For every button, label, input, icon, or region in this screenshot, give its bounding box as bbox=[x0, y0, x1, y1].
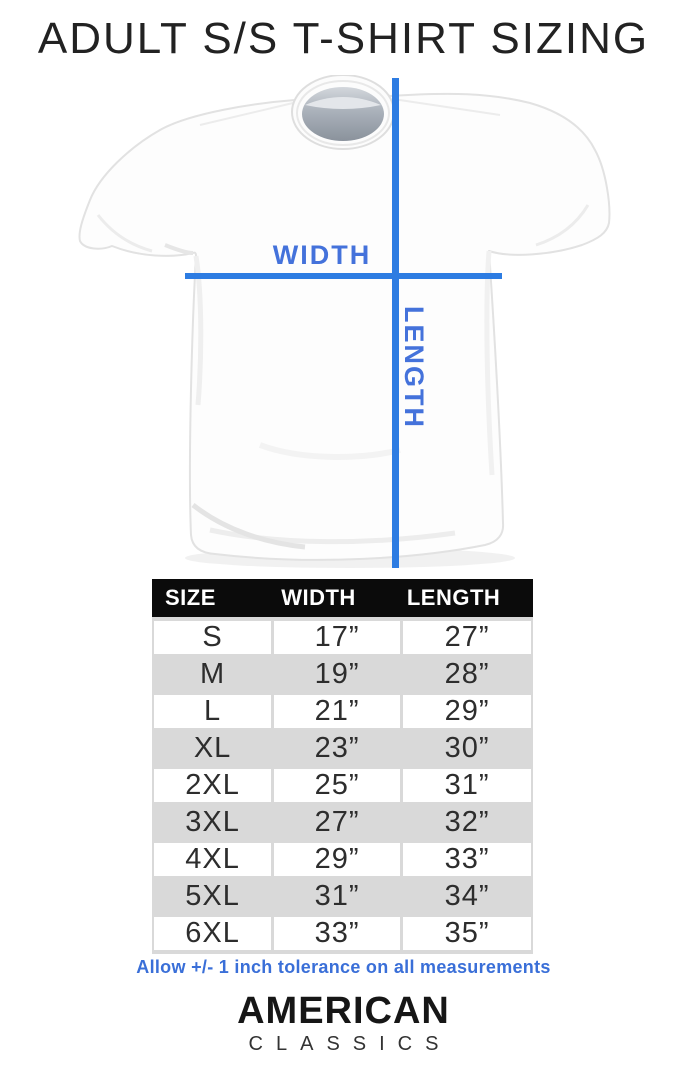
brand-name-classics: CLASSICS bbox=[248, 1033, 452, 1055]
size-cell: 3XL bbox=[185, 806, 240, 838]
length-cell: 27” bbox=[403, 621, 531, 654]
size-table-body: S 17” 27” M 19” 28” L 21” 29” XL 23” 30” 2XL 25” 31” 3X… bbox=[152, 617, 533, 954]
table-row: 6XL 33” 35” bbox=[154, 915, 531, 952]
width-measure-line bbox=[185, 273, 502, 279]
length-cell: 35” bbox=[403, 917, 531, 950]
left-underarm-crease bbox=[193, 255, 204, 406]
size-table-header: SIZE WIDTH LENGTH bbox=[152, 579, 533, 617]
length-cell: 31” bbox=[403, 769, 531, 802]
right-side-crease bbox=[484, 250, 495, 476]
table-row: XL 23” 30” bbox=[154, 730, 531, 767]
brand-logo: AMERICAN CLASSICS bbox=[0, 992, 687, 1054]
size-cell: 5XL bbox=[185, 880, 240, 912]
header-size: SIZE bbox=[165, 585, 216, 610]
width-cell: 31” bbox=[314, 880, 360, 912]
size-cell: L bbox=[154, 695, 272, 728]
table-row: 2XL 25” 31” bbox=[154, 767, 531, 804]
length-cell: 29” bbox=[403, 695, 531, 728]
table-row: 5XL 31” 34” bbox=[154, 878, 531, 915]
width-cell: 33” bbox=[274, 917, 401, 950]
length-cell: 33” bbox=[403, 843, 531, 876]
width-cell: 23” bbox=[314, 732, 360, 764]
right-cuff-seam bbox=[535, 204, 590, 247]
table-row: 4XL 29” 33” bbox=[154, 841, 531, 878]
collar-opening bbox=[302, 87, 384, 141]
length-cell: 28” bbox=[444, 658, 490, 690]
tshirt-image bbox=[78, 75, 611, 568]
size-cell: S bbox=[154, 621, 272, 654]
length-cell: 30” bbox=[444, 732, 490, 764]
width-cell: 21” bbox=[274, 695, 401, 728]
page-title: ADULT S/S T-SHIRT SIZING bbox=[37, 14, 650, 63]
tolerance-note: Allow +/- 1 inch tolerance on all measur… bbox=[136, 957, 551, 977]
width-cell: 25” bbox=[274, 769, 401, 802]
hem-fold-shadow bbox=[191, 503, 306, 550]
size-table: SIZE WIDTH LENGTH S 17” 27” M 19” 28” L 21” 29” X… bbox=[152, 579, 533, 954]
left-cuff-seam bbox=[96, 214, 153, 253]
length-label: LENGTH bbox=[399, 306, 429, 429]
width-cell: 29” bbox=[274, 843, 401, 876]
length-cell: 34” bbox=[444, 880, 490, 912]
hem-wrinkle bbox=[209, 527, 456, 545]
width-label: WIDTH bbox=[272, 240, 372, 270]
brand-name-american: AMERICAN bbox=[237, 990, 450, 1032]
width-cell: 19” bbox=[314, 658, 360, 690]
body-wrinkle bbox=[258, 442, 401, 460]
width-cell: 27” bbox=[314, 806, 360, 838]
size-cell: 2XL bbox=[154, 769, 272, 802]
size-cell: XL bbox=[193, 732, 232, 764]
table-row: L 21” 29” bbox=[154, 693, 531, 730]
header-length: LENGTH bbox=[406, 585, 501, 610]
length-measure-line bbox=[392, 78, 399, 568]
table-row: S 17” 27” bbox=[154, 619, 531, 656]
back-collar bbox=[305, 97, 381, 109]
length-cell: 32” bbox=[444, 806, 490, 838]
left-cuff-shadow bbox=[164, 243, 194, 255]
tshirt-measurement-diagram: WIDTH LENGTH bbox=[78, 75, 611, 568]
left-shoulder-seam bbox=[199, 102, 294, 126]
table-row: M 19” 28” bbox=[154, 656, 531, 693]
collar-rib bbox=[296, 80, 390, 146]
right-shoulder-seam bbox=[392, 98, 501, 116]
size-cell: 4XL bbox=[154, 843, 272, 876]
header-width: WIDTH bbox=[281, 585, 356, 610]
width-cell: 17” bbox=[274, 621, 401, 654]
size-cell: 6XL bbox=[154, 917, 272, 950]
shirt-body bbox=[78, 87, 611, 561]
table-row: 3XL 27” 32” bbox=[154, 804, 531, 841]
size-cell: M bbox=[199, 658, 226, 690]
